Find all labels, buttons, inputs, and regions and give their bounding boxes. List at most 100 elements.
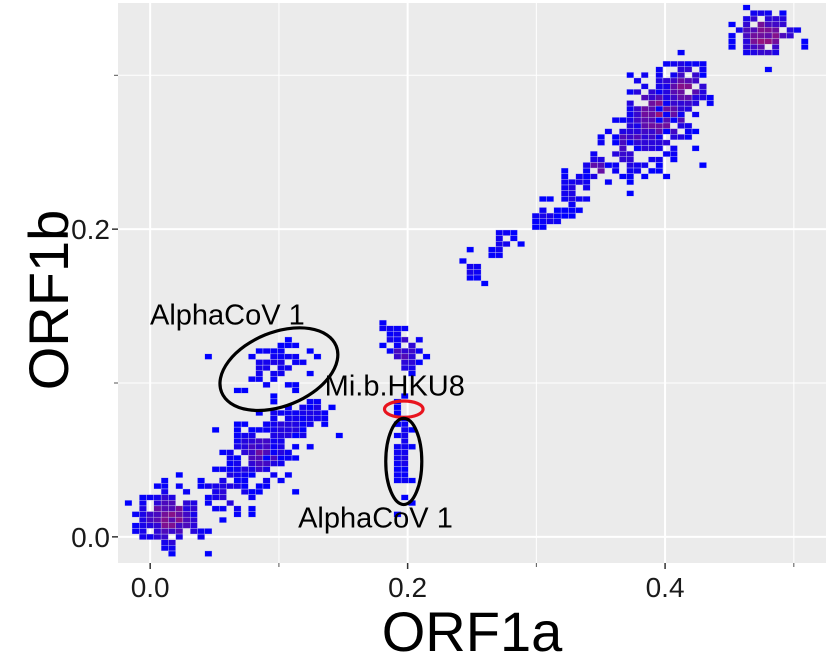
density-cell — [691, 128, 700, 135]
density-cell — [582, 179, 591, 186]
density-cell — [393, 511, 402, 518]
density-cell — [677, 111, 685, 118]
density-cell — [255, 466, 264, 473]
density-cell — [560, 190, 569, 197]
annotation-ellipses — [218, 326, 425, 507]
density-cell — [670, 100, 678, 107]
density-cell — [270, 393, 278, 400]
density-cell — [320, 421, 329, 428]
density-cell — [568, 212, 576, 219]
density-cell — [277, 443, 285, 450]
density-cell — [619, 173, 627, 180]
density-cell — [313, 398, 322, 405]
x-tick-label: 0.2 — [388, 572, 427, 603]
density-cell — [291, 443, 300, 450]
density-cell — [684, 66, 693, 73]
density-cell — [400, 466, 409, 473]
density-cell — [633, 111, 642, 118]
y-axis-title: ORF1b — [17, 210, 80, 391]
density-cell — [168, 522, 176, 529]
density-cell — [662, 105, 671, 112]
density-cell — [291, 415, 300, 422]
density-cell — [560, 196, 569, 202]
density-cell — [182, 488, 191, 495]
density-cell — [139, 505, 147, 512]
density-cell — [168, 505, 176, 512]
density-cell — [655, 77, 664, 84]
density-cell — [211, 466, 220, 473]
density-cell — [400, 438, 409, 445]
density-cell — [640, 139, 649, 146]
density-cell — [204, 550, 213, 557]
density-cell — [139, 522, 147, 529]
density-cell — [393, 325, 402, 332]
x-tick-label: 0.0 — [131, 572, 170, 603]
y-tick-label: 0.2 — [71, 214, 110, 245]
density-cell — [626, 150, 635, 157]
density-cell — [262, 426, 271, 433]
density-cell — [270, 426, 278, 433]
density-cell — [590, 156, 598, 163]
density-cell — [386, 348, 395, 355]
density-cell — [299, 421, 307, 428]
density-cell — [633, 134, 642, 141]
highlight-ellipse — [384, 416, 424, 507]
density-cell — [699, 94, 707, 101]
density-cell — [226, 471, 234, 478]
density-cell — [240, 471, 249, 478]
density-cell — [800, 38, 809, 45]
density-cell — [284, 342, 293, 349]
density-cell — [219, 516, 227, 523]
density-cell — [670, 150, 678, 157]
density-cell — [691, 94, 700, 101]
density-cell — [270, 438, 278, 445]
density-cell — [248, 449, 256, 456]
density-cell — [568, 179, 576, 186]
density-cell — [400, 443, 409, 450]
density-cell — [640, 111, 649, 118]
density-cell — [691, 100, 700, 107]
density-cell — [604, 179, 613, 186]
density-cell — [299, 426, 307, 433]
density-cell — [560, 179, 569, 186]
axis-ticks: 0.0 0.2 0.4 0.0 0.2 — [71, 74, 795, 603]
density-cell — [531, 224, 540, 231]
density-cell — [204, 500, 213, 507]
density-cell — [633, 77, 642, 84]
density-cell — [400, 494, 409, 501]
density-cell — [495, 229, 504, 236]
density-cell — [313, 353, 322, 360]
density-cell — [379, 325, 387, 332]
density-cell — [400, 353, 409, 360]
density-cell — [233, 505, 242, 512]
density-cell — [757, 10, 765, 17]
density-cell — [153, 505, 162, 512]
density-cell — [219, 449, 227, 456]
density-cell — [284, 426, 293, 433]
density-cell — [742, 27, 751, 34]
density-cell — [750, 27, 758, 34]
density-cell — [560, 207, 569, 214]
density-cell — [270, 359, 278, 366]
density-cells — [124, 4, 809, 557]
density-cell — [800, 43, 809, 50]
density-cell — [670, 156, 678, 163]
density-cell — [386, 331, 395, 338]
density-cell — [233, 477, 242, 484]
density-cell — [226, 500, 234, 507]
density-cell — [284, 381, 293, 388]
density-cell — [648, 139, 656, 146]
density-cell — [408, 477, 416, 484]
density-cell — [568, 184, 576, 191]
density-cell — [466, 269, 475, 276]
density-cell — [219, 477, 227, 484]
density-cell — [582, 196, 591, 202]
density-cell — [240, 443, 249, 450]
density-cell — [248, 376, 256, 383]
density-cell — [393, 477, 402, 484]
density-cell — [728, 32, 736, 39]
density-cell — [684, 105, 693, 112]
density-cell — [175, 522, 184, 529]
density-cell — [320, 415, 329, 422]
density-cell — [270, 421, 278, 428]
